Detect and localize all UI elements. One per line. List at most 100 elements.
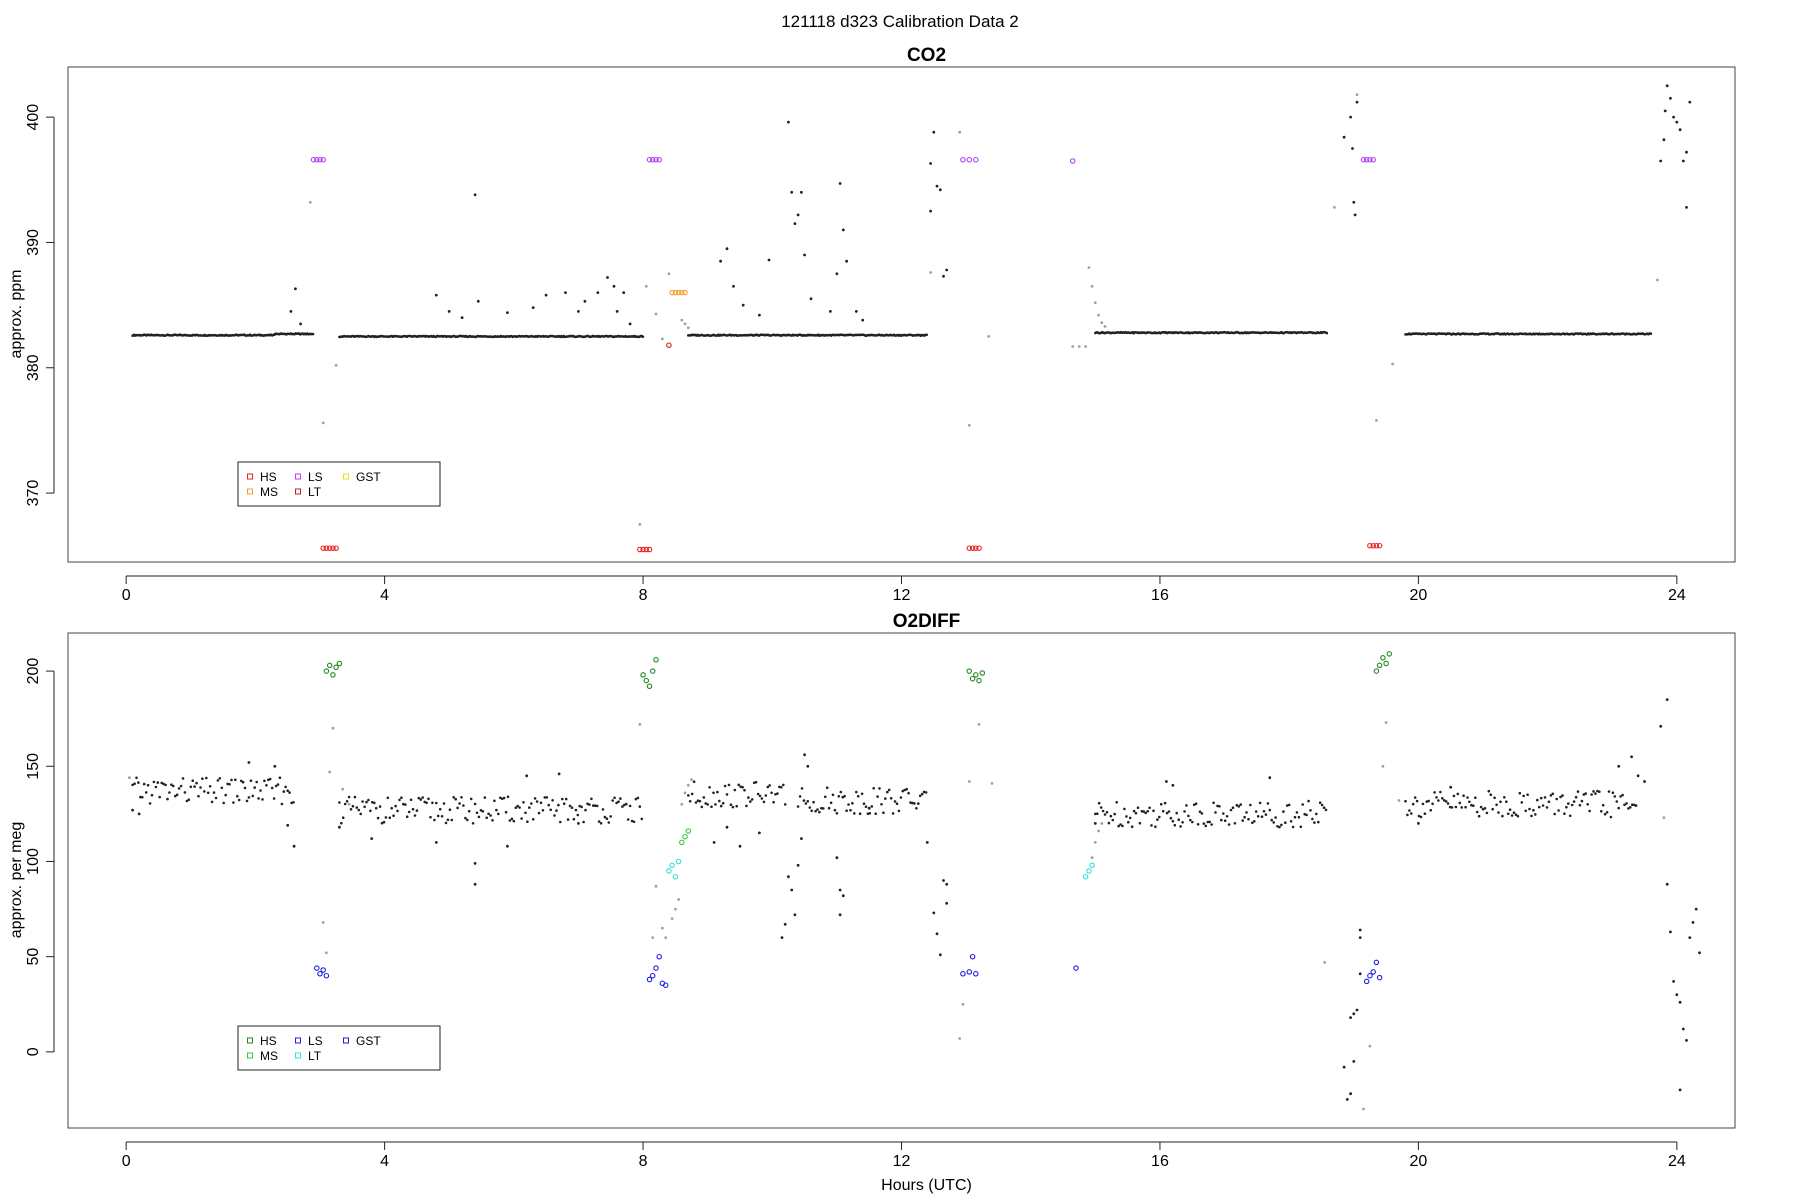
- data-point: [876, 795, 879, 798]
- data-point: [760, 797, 764, 800]
- data-point: [860, 792, 864, 796]
- x-tick-label: 24: [1668, 587, 1686, 604]
- data-point: [835, 812, 839, 815]
- data-point: [353, 795, 357, 799]
- data-point: [1625, 802, 1628, 805]
- data-point: [1458, 801, 1462, 805]
- data-point: [1169, 816, 1173, 820]
- data-point: [1262, 810, 1266, 813]
- data-point: [958, 1037, 962, 1040]
- calibration-point: [643, 546, 650, 553]
- data-point: [692, 780, 696, 783]
- data-point: [1391, 362, 1394, 366]
- data-point: [1227, 823, 1231, 826]
- data-point: [338, 801, 341, 804]
- data-point: [619, 797, 622, 800]
- x-tick-label: 24: [1668, 1153, 1686, 1170]
- data-point: [1563, 812, 1566, 815]
- data-point: [733, 788, 737, 792]
- legend-label: GST: [356, 470, 381, 484]
- data-point: [380, 821, 384, 825]
- spike-point: [622, 291, 626, 294]
- y-axis-label: approx. per meg: [8, 822, 25, 939]
- data-point: [1194, 802, 1198, 805]
- data-point: [1090, 856, 1094, 860]
- data-point: [925, 333, 928, 337]
- data-point: [856, 794, 860, 798]
- data-point: [1543, 796, 1547, 799]
- data-point: [1621, 793, 1624, 797]
- data-point: [929, 271, 932, 274]
- data-point: [284, 785, 288, 789]
- data-point: [818, 810, 821, 814]
- data-point: [599, 822, 603, 825]
- data-point: [990, 782, 994, 785]
- data-point: [680, 802, 684, 806]
- data-point: [1586, 803, 1589, 806]
- data-point: [768, 784, 771, 787]
- data-point: [1204, 824, 1208, 828]
- calibration-point: [682, 833, 688, 840]
- data-point: [454, 797, 458, 801]
- data-point: [174, 794, 177, 798]
- data-point: [1423, 812, 1427, 815]
- data-point: [398, 798, 401, 802]
- data-point: [625, 802, 628, 806]
- calibration-point: [317, 156, 323, 163]
- data-point: [1342, 1065, 1346, 1069]
- data-point: [845, 809, 848, 812]
- data-point: [686, 783, 690, 787]
- data-point: [481, 810, 485, 813]
- data-point: [870, 805, 874, 808]
- data-point: [371, 800, 374, 804]
- calibration-point: [326, 545, 333, 551]
- data-point: [1514, 813, 1518, 816]
- data-point: [1429, 808, 1432, 812]
- data-point: [367, 798, 370, 802]
- data-point: [987, 335, 991, 338]
- data-point: [1411, 802, 1415, 806]
- calibration-point: [675, 858, 682, 865]
- data-point: [1408, 809, 1411, 812]
- data-point: [1483, 807, 1487, 810]
- data-point: [343, 802, 347, 806]
- data-point: [750, 798, 754, 801]
- series-ls: [310, 156, 1376, 164]
- calibration-point: [960, 971, 966, 977]
- data-point: [578, 804, 581, 808]
- data-point: [1545, 806, 1549, 809]
- data-point: [1450, 806, 1454, 809]
- data-point: [1214, 811, 1217, 814]
- legend-label: LT: [308, 485, 322, 499]
- data-point: [868, 812, 872, 815]
- data-point: [557, 803, 560, 807]
- data-point: [1305, 813, 1308, 817]
- data-point: [731, 805, 735, 809]
- data-point: [1192, 803, 1196, 807]
- data-point: [1173, 823, 1177, 827]
- data-point: [531, 818, 535, 821]
- data-point: [886, 790, 889, 794]
- legend-label: LS: [308, 470, 323, 484]
- data-point: [206, 791, 210, 795]
- spike-point: [137, 812, 141, 816]
- data-point: [189, 785, 193, 789]
- data-point: [388, 816, 392, 819]
- data-point: [977, 723, 981, 726]
- data-point: [1156, 818, 1159, 821]
- data-point: [1472, 804, 1475, 807]
- data-point: [1100, 822, 1104, 825]
- data-point: [597, 820, 601, 823]
- data-point: [1293, 815, 1297, 819]
- data-point: [442, 802, 446, 805]
- data-point: [549, 808, 552, 812]
- spike-point: [732, 284, 735, 288]
- data-point: [495, 808, 498, 812]
- calibration-point: [1370, 969, 1376, 975]
- data-point: [1185, 804, 1188, 807]
- data-point: [1144, 811, 1147, 815]
- data-point: [1097, 313, 1100, 317]
- data-point: [938, 953, 942, 957]
